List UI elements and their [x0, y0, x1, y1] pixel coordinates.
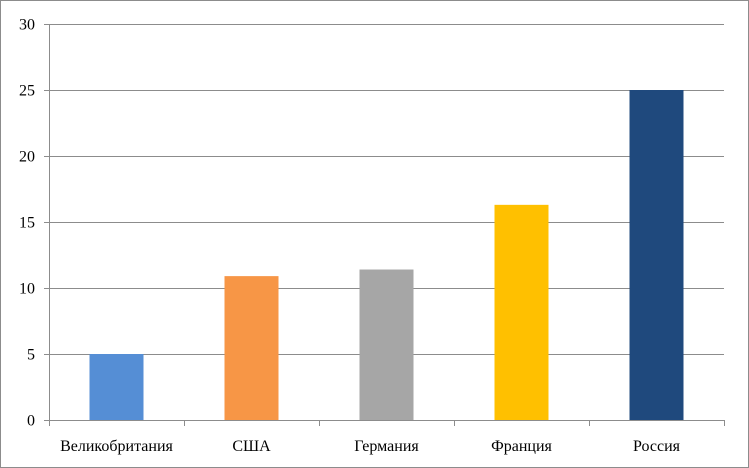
x-tick-labels: Великобритания США Германия Франция Россия	[60, 438, 681, 455]
x-tick-label: США	[232, 438, 271, 455]
axes	[44, 24, 725, 426]
y-tick-label: 15	[19, 215, 35, 232]
y-tick-label: 20	[19, 149, 35, 166]
bar	[494, 204, 549, 420]
bars	[89, 90, 684, 420]
y-tick-label: 10	[19, 281, 35, 298]
y-tick-label: 0	[27, 413, 35, 430]
bar	[629, 90, 684, 420]
x-tick-label: Франция	[491, 438, 552, 455]
y-tick-labels: 0 5 10 15 20 25 30	[19, 17, 35, 430]
bar	[224, 276, 279, 420]
bar	[359, 269, 414, 420]
y-tick-label: 25	[19, 83, 35, 100]
y-tick-label: 5	[27, 347, 35, 364]
bar	[89, 354, 144, 420]
x-tick-label: Германия	[354, 438, 419, 455]
x-tick-label: Великобритания	[60, 438, 173, 455]
gridlines	[49, 24, 724, 355]
y-tick-label: 30	[19, 17, 35, 34]
x-tick-label: Россия	[633, 438, 681, 455]
